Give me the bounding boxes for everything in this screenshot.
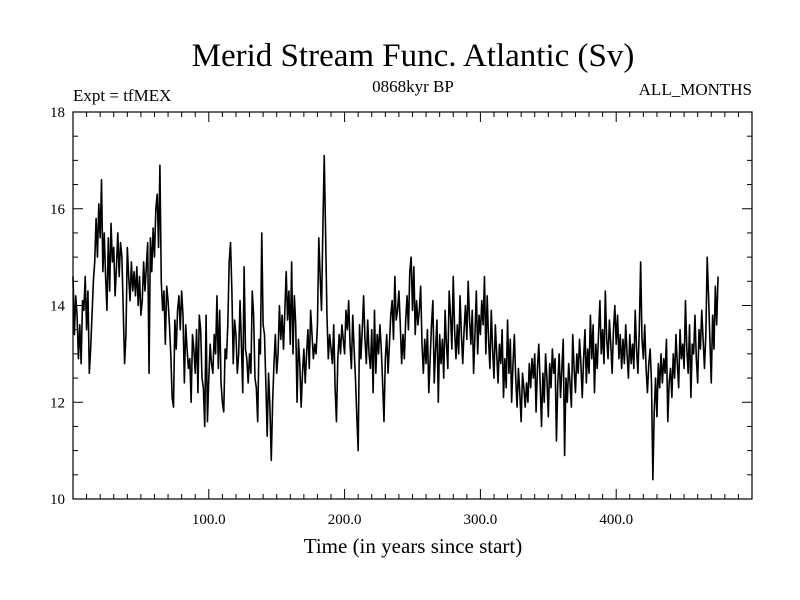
chart-subtitle-left: Expt = tfMEX [73,86,171,105]
chart-subtitle-center: 0868kyr BP [372,77,454,96]
x-tick-label: 100.0 [192,512,226,528]
x-axis-tick-labels: 100.0 200.0 300.0 400.0 [192,512,633,528]
y-tick-label: 14 [50,299,66,315]
x-axis-label: Time (in years since start) [304,534,523,558]
x-tick-label: 300.0 [464,512,498,528]
y-axis-tick-labels: 10 12 14 16 18 [50,105,66,508]
data-series-line [72,154,719,481]
chart-subtitle-right: ALL_MONTHS [639,80,752,99]
y-tick-label: 18 [50,105,65,121]
y-tick-label: 12 [50,395,65,411]
chart-title: Merid Stream Func. Atlantic (Sv) [192,38,635,74]
y-tick-label: 10 [50,492,65,508]
x-tick-label: 400.0 [599,512,633,528]
y-axis-ticks [73,135,752,476]
y-tick-label: 16 [50,202,66,218]
x-axis-ticks [86,112,739,499]
x-tick-label: 200.0 [328,512,362,528]
